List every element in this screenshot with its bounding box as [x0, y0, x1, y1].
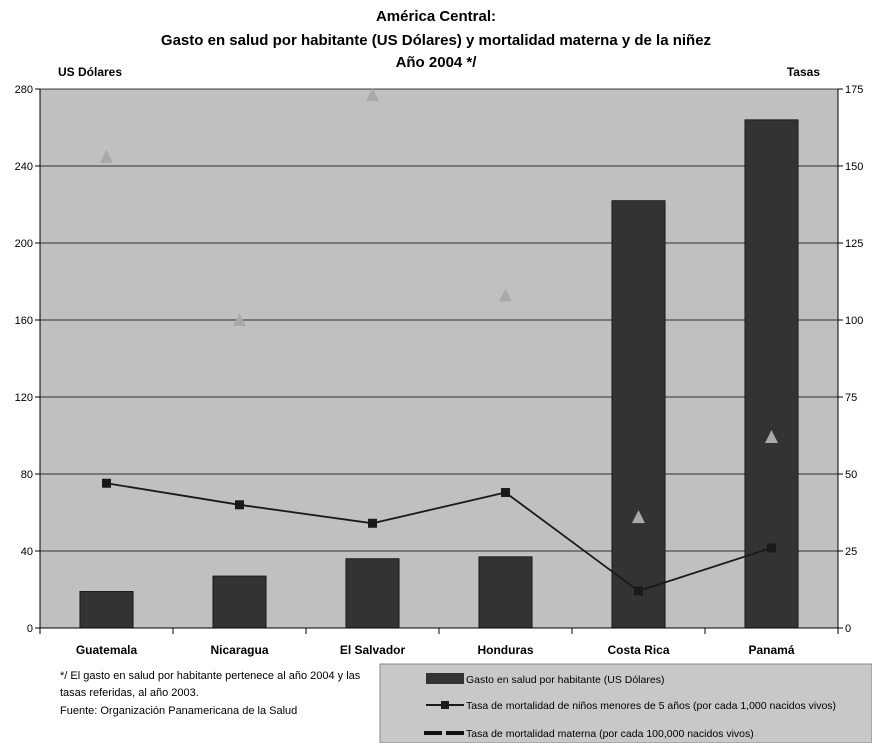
- left-tick-label: 160: [15, 315, 33, 327]
- left-tick-label: 280: [15, 84, 33, 96]
- legend-label-triangle: Tasa de mortalidad materna (por cada 100…: [466, 728, 754, 740]
- child-mortality-line: [106, 482, 772, 593]
- maternal-marker-0: [100, 149, 113, 163]
- line-marker-3: [501, 487, 510, 497]
- line-marker-5: [767, 543, 776, 553]
- footnote-line-1: */ El gasto en salud por habitante perte…: [60, 670, 361, 682]
- legend-label-bar: Gasto en salud por habitante (US Dólares…: [466, 674, 664, 686]
- footnote-source: Fuente: Organización Panamericana de la …: [60, 705, 297, 717]
- bar-5: [744, 119, 799, 629]
- chart-title-line-2: Gasto en salud por habitante (US Dólares…: [161, 32, 711, 49]
- right-tick-label: 50: [845, 469, 857, 481]
- chart-title-line-3: Año 2004 */: [396, 54, 478, 71]
- maternal-marker-5: [765, 430, 778, 444]
- right-tick-label: 175: [845, 84, 863, 96]
- footnote-line-2: tasas referidas, al año 2003.: [60, 687, 199, 699]
- line-layer: [102, 478, 776, 596]
- bar-1: [212, 575, 267, 629]
- category-label-4: Costa Rica: [607, 643, 669, 657]
- left-tick-label: 200: [15, 238, 33, 250]
- bars-layer: [79, 119, 799, 629]
- bar-4: [611, 200, 666, 629]
- gridlines: [40, 88, 838, 552]
- legend: Gasto en salud por habitante (US Dólares…: [379, 663, 872, 743]
- right-tick-label: 100: [845, 315, 863, 327]
- left-tick-label: 120: [15, 392, 33, 404]
- line-marker-2: [368, 518, 377, 528]
- category-label-0: Guatemala: [76, 643, 138, 657]
- bar-0: [79, 591, 134, 629]
- category-label-3: Honduras: [477, 643, 533, 657]
- maternal-marker-2: [366, 88, 379, 102]
- category-label-5: Panamá: [748, 643, 794, 657]
- left-tick-label: 40: [21, 546, 33, 558]
- maternal-marker-1: [233, 313, 246, 326]
- right-tick-label: 25: [845, 546, 857, 558]
- line-marker-0: [102, 478, 111, 488]
- line-marker-4: [634, 586, 643, 596]
- left-axis-title: US Dólares: [58, 65, 122, 79]
- legend-label-line: Tasa de mortalidad de niños menores de 5…: [466, 700, 836, 712]
- right-tick-label: 150: [845, 161, 863, 173]
- legend-bar-swatch: [426, 673, 464, 684]
- axes-layer: 0 40 80 120 160 200 240 280 0 25 50 75 100 125 150 175 G…: [15, 84, 864, 657]
- bar-2: [345, 558, 400, 629]
- left-tick-label: 80: [21, 469, 33, 481]
- line-marker-1: [235, 500, 244, 510]
- right-tick-label: 75: [845, 392, 857, 404]
- right-tick-label: 125: [845, 238, 863, 250]
- category-label-2: El Salvador: [340, 643, 406, 657]
- right-tick-label: 0: [845, 623, 851, 635]
- chart-title-line-1: América Central:: [376, 8, 496, 25]
- right-axis-title: Tasas: [787, 65, 820, 79]
- left-tick-label: 0: [27, 623, 33, 635]
- bar-3: [478, 556, 533, 629]
- plot-area: [40, 89, 838, 628]
- maternal-marker-3: [499, 288, 512, 302]
- legend-line-marker: [441, 701, 449, 709]
- maternal-marker-4: [632, 510, 645, 524]
- triangles-layer: [100, 88, 778, 524]
- category-label-1: Nicaragua: [210, 643, 268, 657]
- left-tick-label: 240: [15, 161, 33, 173]
